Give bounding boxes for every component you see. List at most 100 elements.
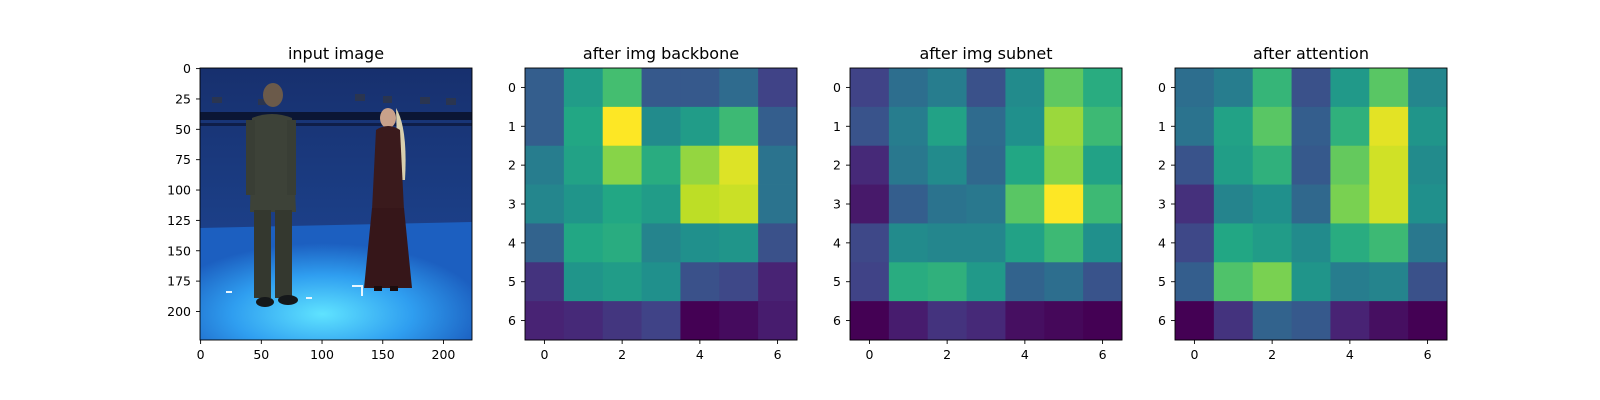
heatmap-cell [641,262,681,302]
y-tick-label: 25 [175,91,191,106]
y-tick-label: 125 [167,213,191,228]
heatmap-cell [719,262,759,302]
heatmap-cell [1175,184,1215,224]
heatmap-cell [1369,184,1409,224]
axes-frame [199,67,473,341]
heatmap-cell [563,184,604,224]
heatmap-cell [850,262,890,302]
heatmap-cell [641,184,681,224]
heatmap [525,68,798,341]
heatmap-cell [1291,223,1331,263]
x-tick-label: 2 [943,347,951,362]
heatmap-cell [1291,145,1331,185]
heatmap-cell [641,68,681,108]
y-tick-label: 50 [175,122,191,137]
panel-after-img-subnet: after img subnet 0 2 4 6 0 1 2 3 4 5 6 [833,44,1123,362]
heatmap-cell [1291,262,1331,302]
y-tick-label: 4 [833,235,841,250]
axes-ticks: 0 2 4 6 0 1 2 3 4 5 6 [1158,80,1432,362]
heatmap-cell [927,262,967,302]
heatmap-cell [1330,145,1370,185]
panel-after-attention: after attention 0 2 4 6 0 1 2 3 4 5 6 [1158,44,1448,362]
heatmap-cell [758,262,798,302]
heatmap-cell [563,301,604,341]
heatmap-cell [1175,301,1215,341]
heatmap-cell [1408,301,1448,341]
heatmap-cell [641,301,681,341]
y-tick-label: 3 [833,197,841,212]
heatmap-cell [563,223,604,263]
heatmap-cell [1369,68,1409,108]
y-tick-label: 3 [508,197,516,212]
heatmap-cell [719,301,759,341]
x-tick-label: 100 [310,347,334,362]
heatmap-cell [1291,106,1331,147]
heatmap-cell [1044,184,1084,224]
heatmap-cell [927,145,967,185]
heatmap-cell [1005,301,1045,341]
heatmap-cell [563,68,604,108]
heatmap-cell [1408,184,1448,224]
panel-after-img-backbone: after img backbone 0 2 4 6 0 1 2 3 4 5 6 [508,44,798,362]
heatmap-cell [641,106,681,147]
heatmap-cell [888,68,929,108]
y-tick-label: 1 [833,119,841,134]
heatmap-cell [966,184,1006,224]
heatmap-cell [888,106,929,147]
heatmap-cell [602,145,642,185]
heatmap-cell [1044,301,1084,341]
heatmap-cell [1252,223,1292,263]
y-tick-label: 3 [1158,197,1166,212]
heatmap-cell [850,106,890,147]
heatmap-cell [680,145,720,185]
heatmap-cell [1005,68,1045,108]
heatmap-cell [888,145,929,185]
panel-title: after img subnet [919,44,1052,63]
x-tick-label: 150 [371,347,395,362]
heatmap-cell [966,262,1006,302]
heatmap-cell [927,68,967,108]
x-tick-label: 4 [1346,347,1354,362]
y-tick-label: 1 [1158,119,1166,134]
heatmap-cell [1044,223,1084,263]
y-tick-label: 6 [508,313,516,328]
heatmap-cell [888,184,929,224]
heatmap-cell [1213,145,1254,185]
heatmap-cell [1083,68,1123,108]
heatmap-cell [1005,145,1045,185]
y-tick-label: 200 [167,304,191,319]
heatmap-cell [1213,262,1254,302]
heatmap-cell [1369,145,1409,185]
heatmap-cell [680,262,720,302]
heatmap-cell [1083,301,1123,341]
heatmap-cell [966,301,1006,341]
y-tick-label: 0 [833,80,841,95]
heatmap-cell [1369,262,1409,302]
x-axis: 0 50 100 150 200 [197,340,455,362]
x-tick-label: 2 [618,347,626,362]
y-tick-label: 4 [1158,235,1166,250]
heatmap-cell [1083,145,1123,185]
panel-title: after img backbone [583,44,739,63]
heatmap-cell [563,262,604,302]
heatmap-cell [1175,68,1215,108]
heatmap-cell [1291,184,1331,224]
x-tick-label: 4 [1021,347,1029,362]
heatmap-cell [850,145,890,185]
x-tick-label: 6 [1424,347,1432,362]
heatmap-cell [1083,184,1123,224]
heatmap-cell [1213,106,1254,147]
heatmap-cell [888,301,929,341]
heatmap-cell [1330,184,1370,224]
heatmap-cell [602,301,642,341]
heatmap-cell [1005,106,1045,147]
heatmap-cell [758,223,798,263]
heatmap-cell [966,68,1006,108]
heatmap-cell [563,145,604,185]
y-tick-label: 100 [167,183,191,198]
heatmap-cell [1083,223,1123,263]
heatmap-cell [641,223,681,263]
heatmap-cell [719,68,759,108]
heatmap-cell [758,106,798,147]
